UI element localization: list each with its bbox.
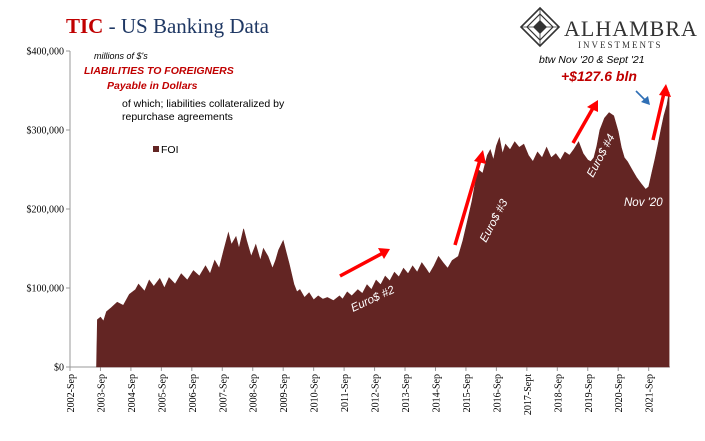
x-tick-label: 2006-Sep: [188, 374, 199, 412]
trend-arrows: [339, 84, 671, 278]
x-tick-label: 2016-Sep: [492, 374, 503, 412]
y-tick-label: $300,000: [27, 126, 65, 137]
x-tick-label: 2017-Sept: [523, 374, 534, 415]
arrow-euro4-head: [587, 100, 598, 112]
arrow-euro3: [453, 159, 482, 246]
logo-diamond-icon: [519, 6, 561, 48]
x-tick-label: 2004-Sep: [127, 374, 138, 412]
change-label: +$127.6 bln: [561, 68, 637, 84]
arrow-blue: [635, 90, 646, 101]
nov20-label: Nov '20: [624, 197, 663, 209]
arrow-blue-head: [641, 96, 650, 105]
x-tick-label: 2019-Sep: [584, 374, 595, 412]
x-tick-label: 2020-Sep: [614, 374, 625, 412]
alhambra-logo: ALHAMBRA INVESTMENTS: [519, 6, 698, 50]
liabilities-label: LIABILITIES TO FOREIGNERS: [84, 65, 234, 77]
chart-title: TIC - US Banking Data: [66, 14, 270, 38]
legend: FOI: [153, 144, 179, 156]
legend-swatch: [153, 146, 159, 152]
units-label: millions of $'s: [94, 51, 148, 61]
x-tick-label: 2010-Sep: [310, 374, 321, 412]
series-area: [96, 92, 670, 368]
of-which-line-2: repurchase agreements: [122, 111, 233, 123]
arrow-latest: [651, 92, 666, 141]
x-tick-label: 2008-Sep: [249, 374, 260, 412]
x-tick-label: 2003-Sep: [96, 374, 107, 412]
y-tick-label: $0: [54, 363, 64, 374]
arrow-euro2: [339, 251, 384, 278]
legend-label: FOI: [161, 144, 179, 156]
y-tick-label: $100,000: [27, 284, 65, 295]
title-rest: - US Banking Data: [103, 14, 269, 38]
x-tick-label: 2009-Sep: [279, 374, 290, 412]
series-foi-area: [96, 92, 670, 368]
x-tick-label: 2002-Sep: [66, 374, 77, 412]
x-tick-label: 2015-Sep: [462, 374, 473, 412]
logo-name: ALHAMBRA: [564, 16, 698, 41]
y-tick-label: $400,000: [27, 47, 65, 58]
arrow-latest-head: [659, 84, 671, 97]
x-tick-label: 2007-Sep: [218, 374, 229, 412]
logo-sub: INVESTMENTS: [578, 40, 663, 50]
arrow-euro2-head: [378, 248, 390, 259]
x-tick-label: 2021-Sep: [645, 374, 656, 412]
arrow-euro4: [571, 107, 595, 144]
y-tick-label: $200,000: [27, 205, 65, 216]
x-tick-label: 2011-Sep: [340, 374, 351, 412]
x-tick-label: 2013-Sep: [401, 374, 412, 412]
x-tick-label: 2005-Sep: [157, 374, 168, 412]
of-which-line-1: of which; liabilities collateralized by: [122, 98, 285, 110]
x-tick-label: 2018-Sep: [553, 374, 564, 412]
x-tick-label: 2014-Sep: [431, 374, 442, 412]
x-tick-label: 2012-Sep: [371, 374, 382, 412]
payable-label: Payable in Dollars: [107, 80, 198, 92]
axes: $0 $100,000 $200,000 $300,000 $400,000 2002-S…: [27, 47, 670, 415]
period-label: btw Nov '20 & Sept '21: [539, 54, 645, 66]
arrow-euro3-head: [474, 150, 486, 164]
title-tic: TIC: [66, 14, 103, 38]
